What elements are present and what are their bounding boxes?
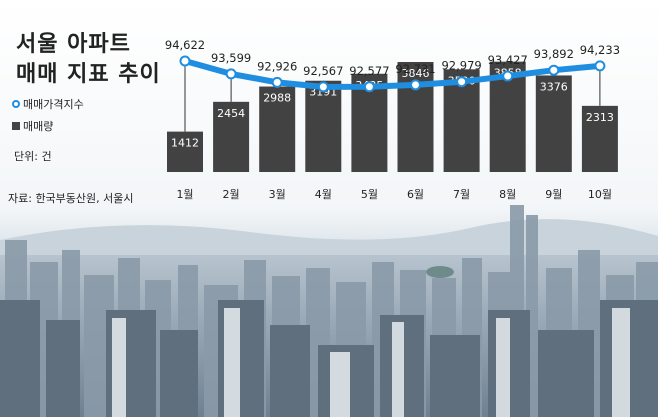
price-index-label-1: 94,622 bbox=[165, 38, 205, 52]
unit-label: 단위: 건 bbox=[14, 150, 52, 163]
source-label: 자료: 한국부동산원, 서울시 bbox=[8, 192, 134, 205]
price-index-label-10: 94,233 bbox=[580, 43, 620, 57]
x-tick-label-7: 7월 bbox=[453, 188, 470, 201]
price-index-point-6 bbox=[410, 79, 421, 91]
volume-bar-label-2: 2454 bbox=[217, 107, 245, 120]
price-index-point-10 bbox=[594, 60, 606, 72]
volume-bar-label-1: 1412 bbox=[171, 137, 199, 150]
price-index-label-2: 93,599 bbox=[211, 51, 251, 65]
price-index-point-2 bbox=[225, 68, 237, 80]
x-tick-label-1: 1월 bbox=[176, 188, 193, 201]
price-index-label-8: 93,427 bbox=[488, 53, 528, 67]
x-tick-label-4: 4월 bbox=[315, 188, 332, 201]
legend-item-price-index: 매매가격지수 bbox=[12, 96, 84, 112]
price-index-point-8 bbox=[502, 70, 514, 82]
price-index-point-1 bbox=[179, 55, 191, 67]
price-index-label-3: 92,926 bbox=[257, 59, 297, 73]
price-index-label-4: 92,567 bbox=[303, 64, 343, 78]
legend-line-marker-icon bbox=[12, 100, 20, 108]
volume-bar-4 bbox=[305, 80, 342, 172]
x-tick-label-9: 9월 bbox=[545, 188, 562, 201]
price-index-label-9: 93,892 bbox=[534, 47, 574, 61]
price-index-point-4 bbox=[317, 81, 329, 93]
price-index-label-6: 92,731 bbox=[395, 62, 435, 76]
x-tick-label-10: 10월 bbox=[588, 188, 612, 201]
price-index-point-9 bbox=[548, 64, 560, 76]
price-index-point-7 bbox=[456, 76, 468, 88]
x-tick-label-8: 8월 bbox=[499, 188, 516, 201]
volume-bar-label-3: 2988 bbox=[263, 92, 291, 105]
chart-title-line-1: 서울 아파트 bbox=[16, 32, 131, 57]
volume-bar-3 bbox=[259, 86, 296, 172]
x-tick-label-2: 2월 bbox=[223, 188, 240, 201]
volume-bar-10 bbox=[581, 105, 618, 172]
volume-bar-1 bbox=[167, 131, 203, 172]
volume-bar-label-10: 2313 bbox=[586, 111, 614, 124]
volume-bar-label-9: 3376 bbox=[540, 80, 568, 93]
legend-label-volume: 매매량 bbox=[23, 120, 54, 133]
volume-bar-label-6: 3846 bbox=[402, 67, 430, 80]
x-tick-label-6: 6월 bbox=[407, 188, 424, 201]
chart-title-line-2: 매매 지표 추이 bbox=[16, 62, 161, 87]
price-index-label-5: 92,577 bbox=[349, 64, 389, 78]
volume-bar-2 bbox=[213, 101, 250, 172]
price-index-point-5 bbox=[363, 81, 375, 93]
legend-item-volume: 매매량 bbox=[12, 118, 53, 134]
legend-label-price-index: 매매가격지수 bbox=[23, 98, 84, 111]
volume-bar-9 bbox=[535, 75, 572, 172]
legend-bar-square-icon bbox=[12, 122, 20, 130]
price-index-point-3 bbox=[271, 76, 283, 88]
price-index-line bbox=[182, 58, 603, 90]
price-index-label-7: 92,979 bbox=[441, 59, 481, 73]
x-tick-label-3: 3월 bbox=[269, 188, 286, 201]
x-tick-label-5: 5월 bbox=[361, 188, 378, 201]
